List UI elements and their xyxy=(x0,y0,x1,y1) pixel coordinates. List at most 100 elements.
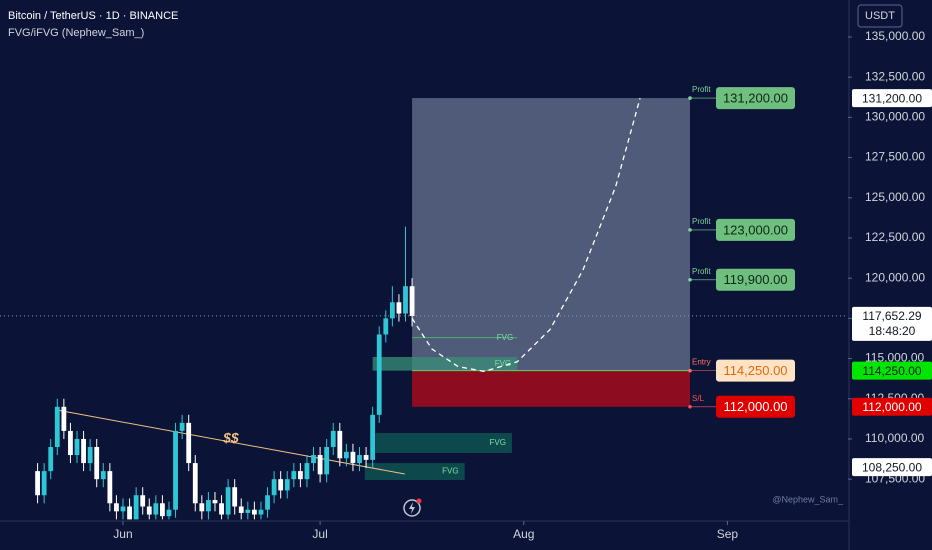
replay-dot xyxy=(416,498,422,504)
candle-body xyxy=(219,503,224,515)
price-tag-label: 108,250.00 xyxy=(862,460,922,474)
candle-body xyxy=(61,406,67,431)
candle-body xyxy=(245,509,251,513)
replay-bolt xyxy=(409,502,415,514)
candle-body xyxy=(48,447,54,472)
candle-body xyxy=(153,503,159,515)
fvg-zone xyxy=(364,463,465,480)
loss-zone xyxy=(412,370,690,407)
price-tag xyxy=(852,458,932,477)
candle-body xyxy=(133,495,139,520)
fvg-zone xyxy=(372,356,518,371)
current-price-tag xyxy=(852,306,932,341)
level-box xyxy=(716,218,795,241)
candle-body xyxy=(127,506,132,520)
level-value: 119,900.00 xyxy=(723,272,787,287)
candle-body xyxy=(212,500,218,504)
candle-body xyxy=(68,430,73,456)
candle-body xyxy=(186,422,192,464)
candle-body xyxy=(278,479,284,491)
y-tick-label: 125,000.00 xyxy=(865,190,925,204)
candle-body xyxy=(311,455,316,464)
candle-body xyxy=(192,463,198,504)
y-tick-label: 135,000.00 xyxy=(865,29,925,43)
x-tick-label: Jun xyxy=(113,527,132,541)
profit-zone xyxy=(412,98,690,371)
y-tick-label: 130,000.00 xyxy=(865,110,925,124)
candle-body xyxy=(107,471,113,504)
candle-body xyxy=(357,455,362,464)
level-value: 123,000.00 xyxy=(723,222,788,237)
level-value: 112,000.00 xyxy=(723,399,787,414)
level-box xyxy=(716,87,795,110)
candle-body xyxy=(337,430,343,459)
candle-body xyxy=(317,455,323,475)
fvg-label: FVG xyxy=(442,467,458,476)
y-tick-label: 132,500.00 xyxy=(865,69,925,83)
candle-body xyxy=(409,286,415,316)
price-tag xyxy=(852,89,932,108)
y-tick-label: 110,000.00 xyxy=(865,431,924,445)
level-value: 131,200.00 xyxy=(723,91,788,106)
level-label: S/L xyxy=(692,394,705,403)
candle-body xyxy=(166,509,172,517)
candle-body xyxy=(383,318,389,335)
candle-body xyxy=(87,447,93,464)
candle-body xyxy=(199,503,205,512)
candle-body xyxy=(271,479,277,496)
candle-body xyxy=(232,487,238,507)
candle-body xyxy=(376,334,382,415)
candle-body xyxy=(160,503,165,517)
price-tag xyxy=(852,397,932,416)
level-box xyxy=(716,359,795,382)
y-tick-label: 122,500.00 xyxy=(865,230,925,244)
candle-body xyxy=(284,479,290,491)
price-tag-label: 114,250.00 xyxy=(862,364,921,378)
candle-body xyxy=(238,506,244,513)
liquidity-label: $$ xyxy=(222,430,239,446)
candle-body xyxy=(173,430,178,510)
candle-body xyxy=(396,302,402,314)
candle-body xyxy=(225,487,231,515)
candle-body xyxy=(363,455,369,460)
y-tick-label: 127,500.00 xyxy=(865,150,925,164)
candle-body xyxy=(41,471,47,496)
candle-body xyxy=(291,471,297,480)
price-tag-label: 131,200.00 xyxy=(862,91,922,105)
candle-body xyxy=(330,430,336,448)
level-label: Entry xyxy=(692,358,711,367)
projection-path xyxy=(411,97,641,373)
price-tag xyxy=(852,361,932,380)
candle-body xyxy=(179,422,185,431)
candle-body xyxy=(265,495,270,510)
candle-body xyxy=(54,406,60,448)
x-tick-label: Aug xyxy=(513,527,534,541)
level-box xyxy=(716,268,795,291)
fvg-label: FVG xyxy=(497,333,513,342)
candle-body xyxy=(251,509,257,515)
candle-body xyxy=(114,503,119,512)
candle-body xyxy=(403,286,408,314)
candle-body xyxy=(343,451,349,459)
level-label: Profit xyxy=(692,217,711,226)
candle-body xyxy=(389,302,395,319)
currency-box xyxy=(857,4,903,28)
candle-body xyxy=(140,495,146,507)
indicator-name: FVG/iFVG (Nephew_Sam_) xyxy=(8,27,144,39)
countdown-label: 18:48:20 xyxy=(869,324,916,338)
level-box xyxy=(716,395,795,418)
candle-body xyxy=(324,447,330,475)
candle-body xyxy=(258,509,264,515)
candle-body xyxy=(350,451,356,464)
candle-body xyxy=(297,471,303,480)
candle-body xyxy=(81,438,86,464)
fvg-label: FVG xyxy=(495,359,511,368)
watermark: @Nephew_Sam_ xyxy=(772,494,844,504)
level-label: Profit xyxy=(692,85,711,94)
candle-body xyxy=(146,506,152,515)
candle-body xyxy=(35,471,40,496)
candle-body xyxy=(120,506,126,512)
candle-body xyxy=(370,414,376,460)
candle-body xyxy=(304,463,310,480)
